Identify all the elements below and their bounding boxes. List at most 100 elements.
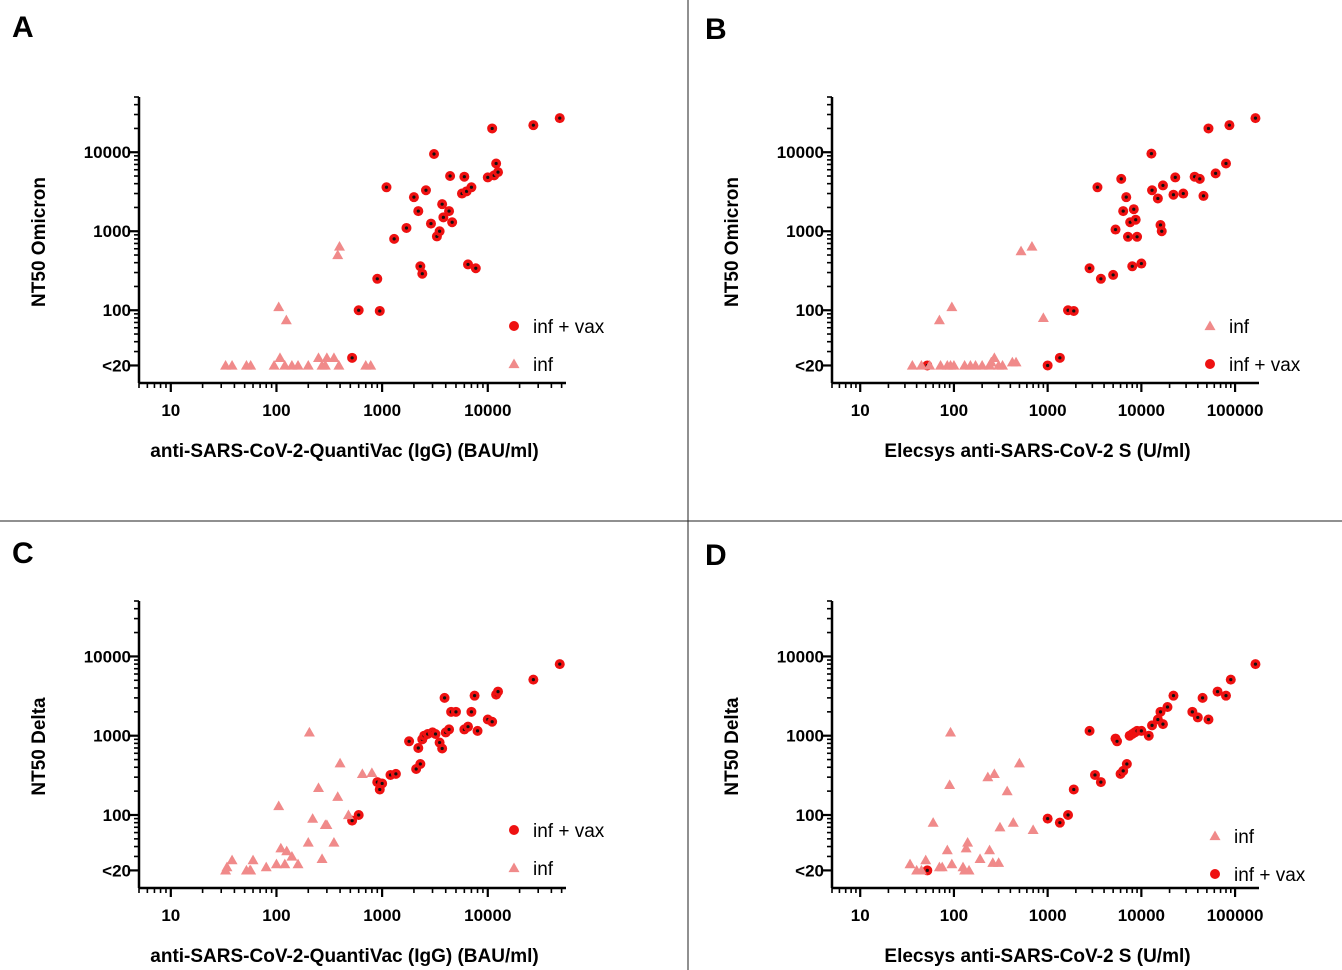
point-inf	[1026, 241, 1038, 251]
point-inf-vax-center	[1196, 715, 1200, 720]
panel-letter-d: D	[705, 539, 727, 572]
x-axis-title: anti-SARS-CoV-2-QuantiVac (IgG) (BAU/ml)	[150, 441, 538, 462]
y-tick-label: <20	[795, 356, 824, 375]
point-inf-vax-center	[1158, 223, 1163, 227]
point-inf-vax-center	[1156, 196, 1160, 201]
point-inf-vax-center	[1156, 717, 1160, 722]
chart-panel-c: 10 100 1000 10000 <20 100 1000 10000 anti-SARS-C…	[29, 600, 605, 967]
point-inf-vax-center	[1165, 705, 1170, 709]
point-inf-vax-center	[1135, 235, 1139, 239]
point-inf	[281, 845, 293, 856]
point-inf-vax-center	[1190, 710, 1194, 714]
point-inf-vax-center	[531, 123, 535, 127]
point-inf-vax-center	[1200, 696, 1205, 700]
legend-label: inf	[1234, 827, 1255, 848]
point-inf-vax-center	[1227, 123, 1232, 127]
point-inf	[974, 853, 986, 863]
y-axis-title: NT50 Delta	[29, 697, 50, 796]
point-inf-vax-center	[375, 277, 379, 281]
x-tick-label: 10000	[1118, 401, 1165, 420]
point-inf-vax-center	[440, 202, 444, 206]
point-inf	[915, 359, 927, 370]
point-inf-vax-center	[490, 126, 494, 131]
chart-panel-d: 10 100 1000 10000 100000 <20 100 1000 10000 Elecs…	[722, 600, 1306, 967]
point-inf-vax-center	[1139, 261, 1143, 266]
point-inf-vax-center	[1087, 729, 1092, 733]
point-inf-vax-center	[1215, 689, 1220, 694]
point-inf-vax-center	[1124, 195, 1128, 199]
x-tick-label: 10000	[464, 906, 511, 925]
x-tick-label: 100	[940, 906, 968, 925]
point-inf-vax-center	[558, 662, 562, 666]
y-tick-label: 100	[796, 301, 824, 320]
legend-label: inf + vax	[533, 317, 605, 338]
point-inf-vax-center	[1171, 694, 1176, 698]
x-tick-label: 10000	[1118, 906, 1165, 925]
point-inf	[247, 854, 259, 865]
point-inf-vax-center	[1253, 116, 1258, 120]
point-inf-vax-center	[466, 262, 470, 267]
point-inf-vax-center	[378, 787, 382, 792]
y-axis-title: NT50 Omicron	[722, 177, 743, 307]
point-inf-vax-center	[462, 175, 466, 179]
point-inf-vax-center	[486, 175, 490, 180]
point-inf-vax-center	[432, 152, 436, 156]
point-inf-vax-center	[469, 185, 474, 189]
point-inf-vax-center	[442, 696, 447, 700]
point-inf	[302, 836, 314, 847]
legend-label: inf	[533, 859, 554, 880]
point-inf	[319, 359, 331, 370]
point-inf-vax-center	[1072, 309, 1076, 313]
panel-letter-b: B	[705, 13, 727, 46]
point-inf-vax-center	[1058, 356, 1062, 360]
point-inf-vax-center	[1181, 191, 1185, 196]
legend-marker-inf-vax	[509, 825, 519, 835]
point-inf-vax-center	[1121, 209, 1125, 213]
point-inf	[988, 768, 1000, 779]
legend-marker-inf	[1204, 320, 1216, 331]
point-inf	[270, 858, 282, 869]
point-inf	[321, 819, 333, 830]
point-inf-vax-center	[1214, 171, 1218, 175]
point-inf-vax-center	[1147, 734, 1151, 738]
point-inf-vax-center	[1161, 183, 1165, 188]
x-tick-label: 100000	[1207, 401, 1264, 420]
point-inf	[904, 858, 916, 869]
point-inf	[332, 791, 344, 801]
point-inf-vax-center	[496, 170, 500, 174]
x-axis-title: Elecsys anti-SARS-CoV-2 S (U/ml)	[884, 946, 1190, 967]
x-tick-label: 1000	[363, 401, 401, 420]
point-inf	[1027, 824, 1039, 834]
point-inf-vax-center	[466, 725, 470, 729]
y-tick-label: 1000	[93, 222, 131, 241]
point-inf-vax-center	[416, 746, 420, 750]
y-tick-label: 10000	[777, 143, 824, 162]
point-inf-vax-center	[474, 266, 478, 270]
point-inf-vax-center	[447, 209, 451, 213]
point-inf	[982, 771, 994, 782]
point-inf	[313, 352, 325, 362]
point-inf	[927, 817, 939, 827]
point-inf-vax-center	[1115, 739, 1119, 743]
x-tick-label: 100000	[1207, 906, 1264, 925]
point-inf-vax-center	[357, 308, 361, 312]
y-tick-label: <20	[102, 861, 131, 880]
point-inf	[366, 767, 378, 777]
y-tick-label: 1000	[786, 222, 824, 241]
point-inf-vax-center	[925, 868, 929, 873]
point-inf-vax-center	[380, 781, 384, 786]
point-inf	[342, 809, 354, 820]
point-inf-vax-center	[448, 174, 452, 178]
point-inf-vax-center	[1128, 220, 1132, 224]
x-axis-title: Elecsys anti-SARS-CoV-2 S (U/ml)	[884, 441, 1190, 462]
point-inf-vax-center	[418, 264, 422, 268]
point-inf	[988, 352, 1000, 362]
point-inf-vax-center	[424, 188, 428, 192]
point-inf-vax-center	[1058, 821, 1062, 825]
point-inf-vax-center	[404, 226, 409, 230]
point-inf	[333, 241, 345, 251]
point-inf-vax-center	[1150, 723, 1154, 727]
legend-marker-inf-vax	[509, 321, 519, 331]
point-inf-vax-center	[350, 818, 354, 823]
point-inf	[997, 359, 1009, 370]
